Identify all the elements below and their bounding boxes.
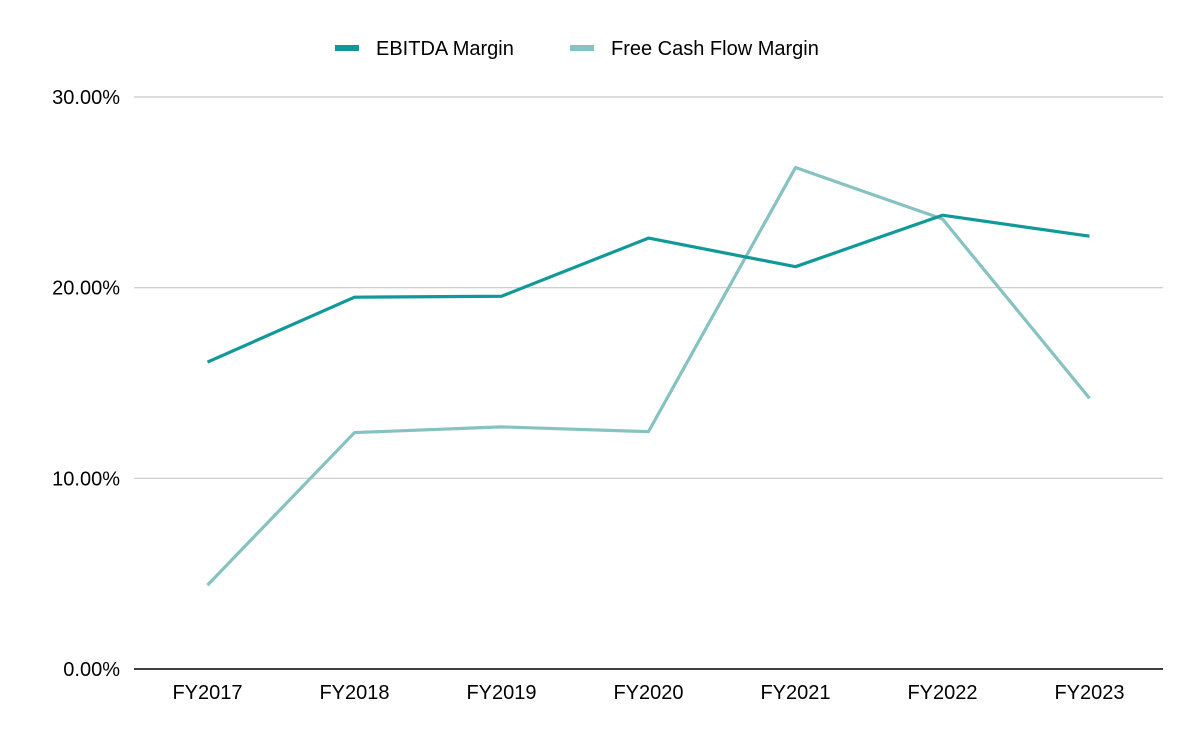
legend-item: Free Cash Flow Margin xyxy=(570,38,819,60)
series-0 xyxy=(206,213,1090,364)
x-tick-label: FY2019 xyxy=(466,682,536,704)
legend-swatch xyxy=(570,45,594,51)
y-tick-label: 30.00% xyxy=(52,87,120,109)
x-axis-ticks: FY2017 FY2018 FY2019 FY2020 FY2021 FY2022 FY20… xyxy=(172,682,1124,704)
x-tick-label: FY2022 xyxy=(907,682,977,704)
x-tick-label: FY2020 xyxy=(613,682,683,704)
series-line xyxy=(206,165,1091,587)
x-tick-label: FY2023 xyxy=(1054,682,1124,704)
gridlines xyxy=(134,96,1163,479)
x-tick-label: FY2021 xyxy=(760,682,830,704)
y-tick-label: 20.00% xyxy=(52,278,120,300)
series-lines xyxy=(206,165,1091,587)
series-1 xyxy=(206,165,1091,587)
x-tick-label: FY2017 xyxy=(172,682,242,704)
legend-label: Free Cash Flow Margin xyxy=(611,38,819,60)
y-axis-ticks: 0.00% 10.00% 20.00% 30.00% xyxy=(52,87,120,681)
legend-item: EBITDA Margin xyxy=(335,38,514,60)
y-tick-label: 10.00% xyxy=(52,468,120,490)
legend-swatch xyxy=(335,45,359,51)
x-tick-label: FY2018 xyxy=(319,682,389,704)
y-tick-label: 0.00% xyxy=(63,659,120,681)
legend: EBITDA Margin Free Cash Flow Margin xyxy=(335,38,819,60)
legend-label: EBITDA Margin xyxy=(376,38,514,60)
